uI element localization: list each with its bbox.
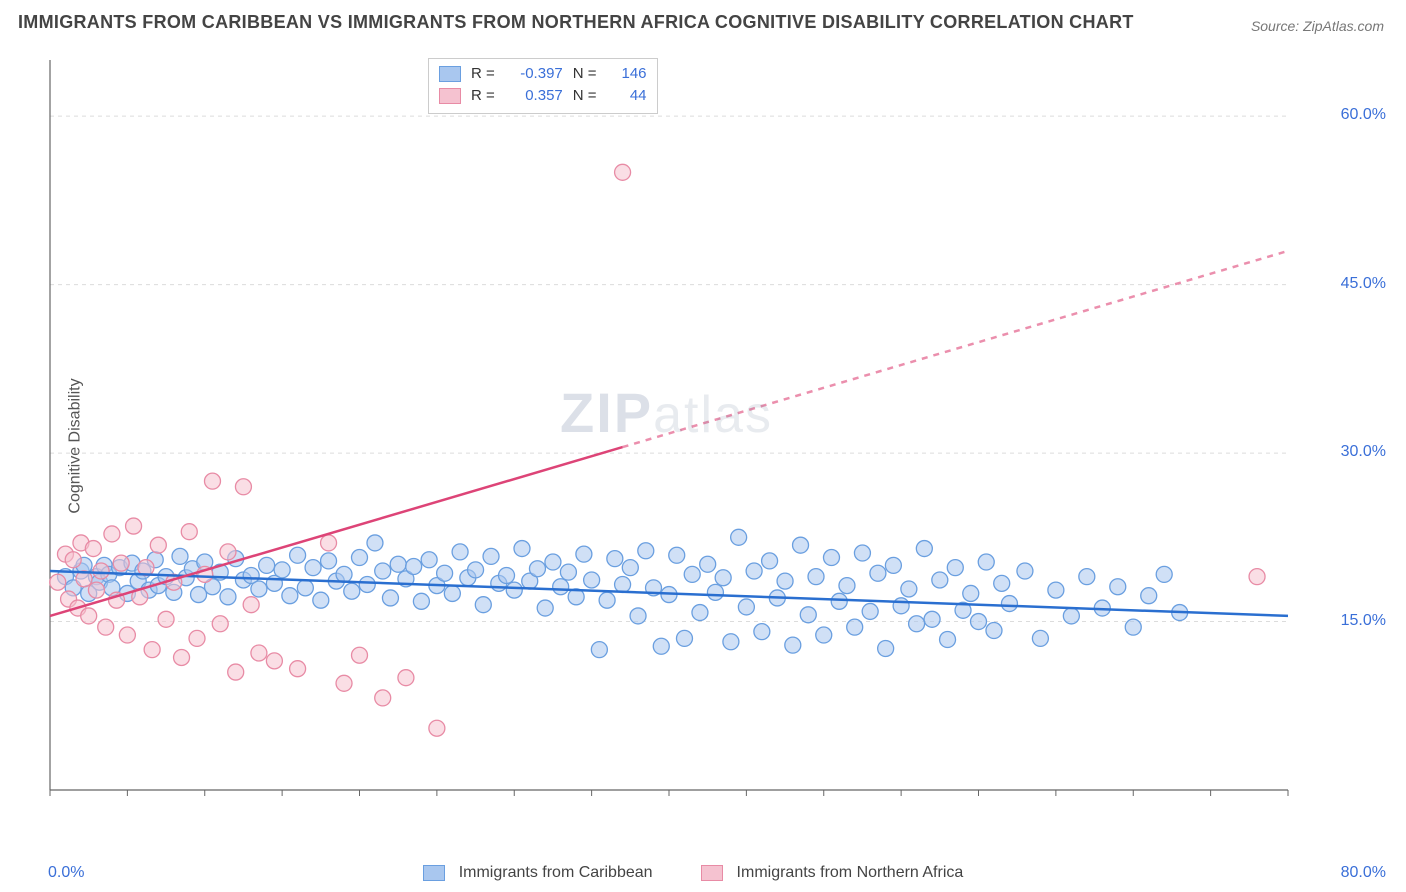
legend-row: R = 0.357 N = 44 [439, 85, 647, 107]
legend-swatch [439, 66, 461, 82]
y-axis-tick-label: 60.0% [1341, 106, 1386, 124]
legend-swatch [423, 865, 445, 881]
legend-swatch [439, 88, 461, 104]
plot-svg [48, 50, 1338, 835]
series-name: Immigrants from Northern Africa [737, 864, 964, 882]
correlation-legend: R = -0.397 N = 146 R = 0.357 N = 44 [428, 58, 658, 114]
x-axis-max-label: 80.0% [1341, 864, 1386, 882]
legend-n-label: N = [573, 85, 597, 107]
source-label: Source: ZipAtlas.com [1251, 18, 1384, 34]
y-axis-tick-label: 45.0% [1341, 275, 1386, 293]
legend-r-value: -0.397 [505, 63, 563, 85]
series-name: Immigrants from Caribbean [459, 864, 653, 882]
y-axis-tick-label: 15.0% [1341, 612, 1386, 630]
legend-n-value: 44 [607, 85, 647, 107]
legend-n-label: N = [573, 63, 597, 85]
y-axis-tick-label: 30.0% [1341, 443, 1386, 461]
legend-swatch [701, 865, 723, 881]
chart-title: IMMIGRANTS FROM CARIBBEAN VS IMMIGRANTS … [18, 12, 1134, 33]
legend-row: R = -0.397 N = 146 [439, 63, 647, 85]
legend-r-value: 0.357 [505, 85, 563, 107]
series-legend: Immigrants from Caribbean Immigrants fro… [48, 864, 1338, 882]
legend-n-value: 146 [607, 63, 647, 85]
legend-r-label: R = [471, 63, 495, 85]
legend-r-label: R = [471, 85, 495, 107]
scatter-plot [48, 50, 1338, 835]
